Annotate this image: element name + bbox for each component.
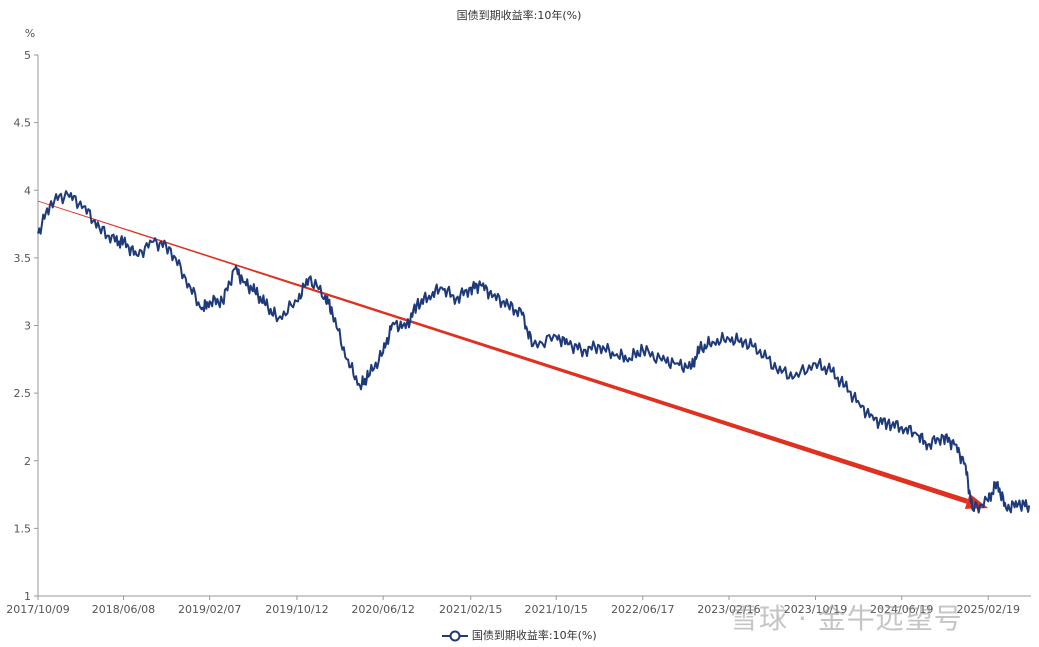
- y-tick-label: 5: [24, 49, 31, 62]
- legend-label: 国债到期收益率:10年(%): [471, 629, 597, 642]
- x-tick-label: 2018/06/08: [92, 603, 155, 616]
- x-tick-label: 2021/02/15: [439, 603, 502, 616]
- x-tick-label: 2019/10/12: [265, 603, 328, 616]
- y-tick-label: 3.5: [14, 252, 32, 265]
- y-tick-label: 2: [24, 455, 31, 468]
- x-tick-label: 2025/02/19: [957, 603, 1020, 616]
- chart-legend[interactable]: 国债到期收益率:10年(%): [0, 627, 1039, 643]
- x-tick-label: 2023/02/16: [697, 603, 760, 616]
- trend-arrow-shaft: [37, 200, 969, 504]
- x-tick-label: 2021/10/15: [525, 603, 588, 616]
- x-tick-label: 2019/02/07: [178, 603, 241, 616]
- y-tick-label: 1.5: [14, 522, 32, 535]
- x-tick-label: 2022/06/17: [611, 603, 674, 616]
- x-tick-label: 2023/10/19: [784, 603, 847, 616]
- chart-title: 国债到期收益率:10年(%): [457, 8, 582, 22]
- y-tick-label: 4: [24, 184, 31, 197]
- y-tick-label: 3: [24, 320, 31, 333]
- legend-line-marker-icon: [442, 630, 469, 642]
- y-axis-ticks: 5 4.5 4 3.5 3 2.5 2 1.5 1: [14, 49, 38, 603]
- y-tick-label: 1: [24, 590, 31, 603]
- x-axis-ticks: 2017/10/09 2018/06/08 2019/02/07 2019/10/12…: [6, 596, 1020, 616]
- y-tick-label: 4.5: [14, 117, 32, 130]
- y-tick-label: 2.5: [14, 387, 32, 400]
- series-line: [37, 190, 1031, 514]
- x-tick-label: 2020/06/12: [351, 603, 414, 616]
- x-tick-label: 2024/06/19: [870, 603, 933, 616]
- watermark-text: 雪球 · 金牛远望号: [730, 602, 963, 635]
- y-axis-unit-label: %: [25, 27, 35, 40]
- watermark-logo: 雪球 · 金牛远望号: [730, 597, 963, 637]
- x-tick-label: 2017/10/09: [6, 603, 69, 616]
- trend-annotation: [37, 200, 989, 509]
- series-group: [37, 190, 1031, 514]
